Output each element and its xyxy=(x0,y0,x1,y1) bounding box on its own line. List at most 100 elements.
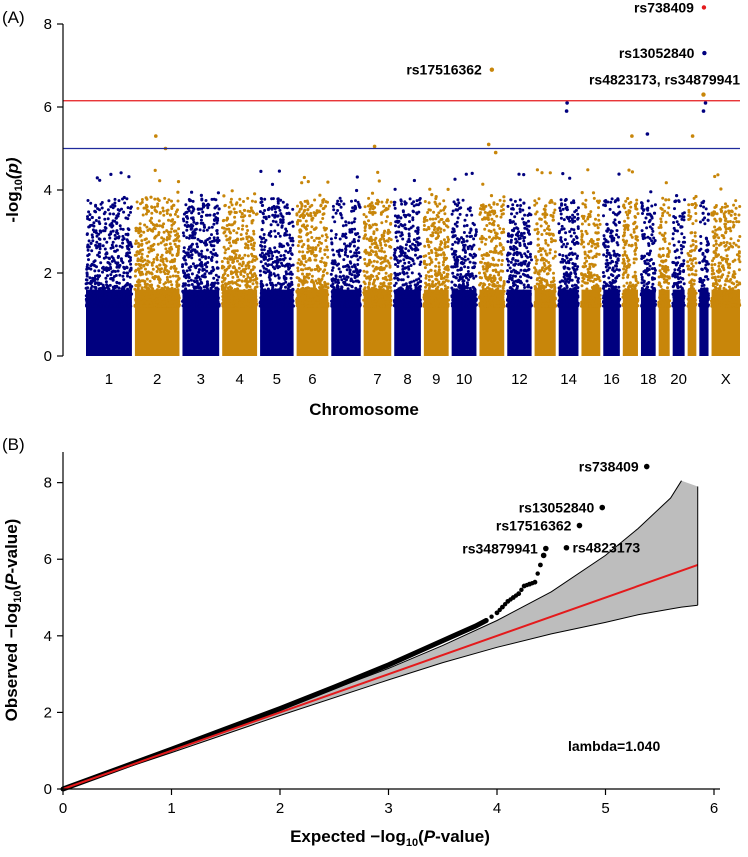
snp-point xyxy=(356,246,360,250)
snp-point xyxy=(184,287,188,291)
snp-point xyxy=(167,198,171,202)
snp-point xyxy=(174,267,178,271)
snp-point xyxy=(356,258,360,262)
snp-point xyxy=(374,202,378,205)
snp-point xyxy=(185,253,189,257)
snp-point xyxy=(187,236,191,240)
snp-point xyxy=(144,296,148,299)
snp-point xyxy=(323,288,327,292)
snp-point xyxy=(184,203,188,207)
snp-point xyxy=(440,290,444,294)
snp-point xyxy=(244,267,248,271)
snp-point xyxy=(424,276,428,280)
snp-point xyxy=(330,278,334,281)
snp-point xyxy=(236,287,239,291)
snp-point xyxy=(401,278,405,282)
snp-point xyxy=(324,239,328,242)
snp-point xyxy=(85,271,89,275)
snp-point xyxy=(362,213,366,216)
snp-point xyxy=(441,263,445,267)
chromosome-8-points xyxy=(392,178,423,356)
snp-point xyxy=(423,262,426,266)
snp-point xyxy=(368,299,372,303)
snp-point xyxy=(227,247,230,251)
snp-point xyxy=(216,281,220,285)
snp-point xyxy=(384,243,388,247)
snp-point xyxy=(374,292,378,296)
snp-point xyxy=(151,287,155,291)
snp-point xyxy=(216,211,220,215)
snp-point xyxy=(411,216,415,220)
snp-point xyxy=(172,259,176,263)
snp-point xyxy=(343,242,346,246)
snp-point xyxy=(224,234,228,238)
snp-point xyxy=(134,262,138,266)
snp-point xyxy=(368,210,371,214)
snp-point xyxy=(333,304,337,308)
snp-point xyxy=(161,206,165,210)
snp-point xyxy=(167,304,171,308)
snp-point xyxy=(442,303,446,307)
snp-point xyxy=(331,215,335,219)
snp-point xyxy=(442,253,446,257)
snp-point xyxy=(104,255,108,259)
snp-point xyxy=(185,215,189,218)
snp-point xyxy=(319,304,323,308)
snp-point xyxy=(122,195,126,200)
snp-point xyxy=(88,281,92,285)
snp-point xyxy=(388,244,392,248)
snp-point xyxy=(271,219,275,223)
snp-point xyxy=(344,223,348,227)
snp-point xyxy=(363,229,367,233)
snp-point xyxy=(385,278,389,282)
snp-point xyxy=(243,270,247,274)
snp-point xyxy=(129,256,132,260)
snp-point xyxy=(444,287,448,291)
snp-point xyxy=(140,279,144,283)
snp-point xyxy=(220,284,224,288)
snp-point xyxy=(262,233,266,236)
snp-point xyxy=(89,201,93,205)
snp-point xyxy=(229,223,233,227)
snp-point xyxy=(159,241,163,245)
snp-point xyxy=(396,278,400,282)
snp-point xyxy=(404,247,408,251)
snp-point xyxy=(354,287,358,291)
snp-point xyxy=(190,283,194,286)
snp-point xyxy=(433,225,437,229)
snp-point xyxy=(359,284,363,288)
snp-point xyxy=(344,289,348,293)
snp-point xyxy=(108,257,111,261)
snp-point xyxy=(407,261,411,264)
snp-point xyxy=(324,282,327,286)
snp-point xyxy=(296,287,300,291)
snp-point xyxy=(182,246,186,250)
snp-point xyxy=(119,227,123,231)
snp-point xyxy=(237,266,241,270)
snp-point xyxy=(408,213,412,217)
snp-point xyxy=(159,291,163,295)
snp-point xyxy=(209,283,213,287)
snp-point xyxy=(246,261,250,265)
snp-point xyxy=(171,304,174,308)
chromosome-10-points xyxy=(450,171,478,356)
snp-point xyxy=(396,215,400,219)
snp-point xyxy=(382,204,386,208)
snp-point xyxy=(176,208,179,212)
snp-point xyxy=(466,257,470,261)
snp-point xyxy=(399,304,403,307)
snp-point xyxy=(199,286,203,290)
snp-point xyxy=(177,283,181,287)
snp-point xyxy=(370,191,375,195)
snp-point xyxy=(125,290,129,294)
snp-point xyxy=(315,211,319,215)
snp-point xyxy=(175,302,179,306)
snp-point xyxy=(278,242,282,246)
snp-point xyxy=(417,236,421,240)
snp-point xyxy=(128,283,132,287)
snp-point xyxy=(141,213,145,217)
snp-point xyxy=(245,224,249,228)
snp-point xyxy=(409,284,412,288)
snp-point xyxy=(427,243,430,247)
